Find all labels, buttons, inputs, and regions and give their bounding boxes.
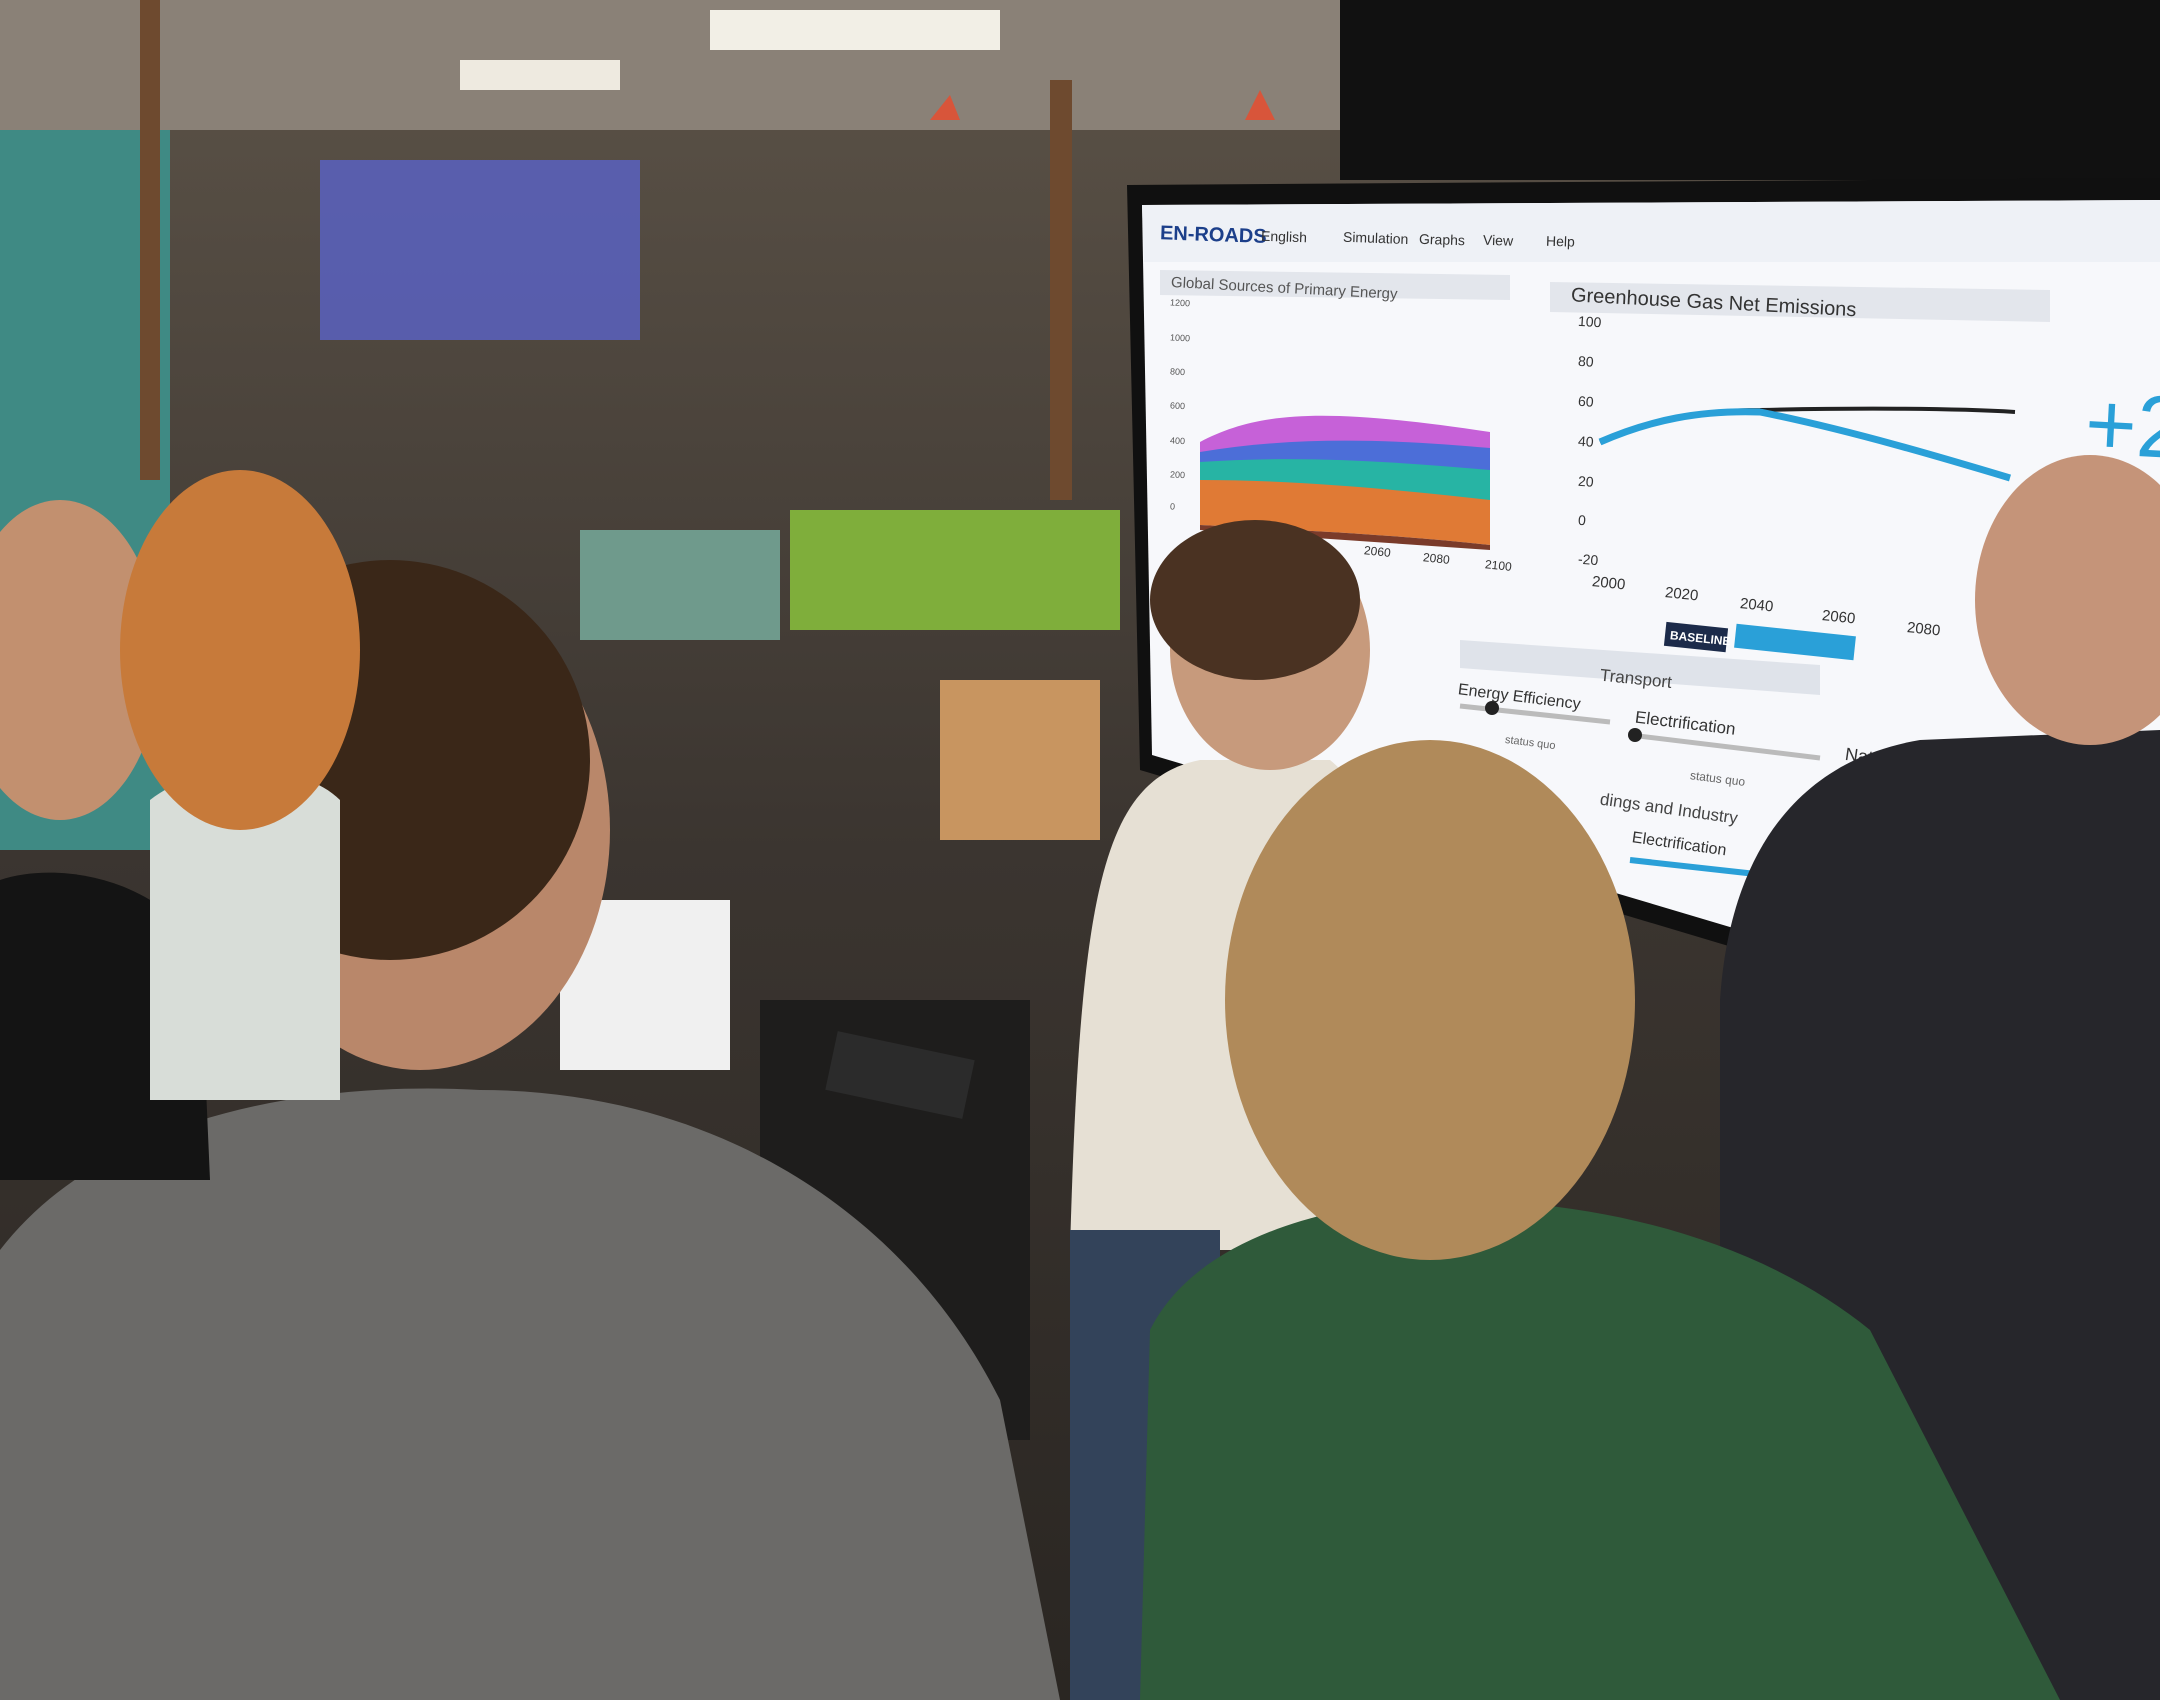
screen-label: -20 xyxy=(1578,551,1600,568)
background-screen xyxy=(320,160,640,340)
person-green-sweater xyxy=(1140,1200,2060,1700)
slider-handle xyxy=(1485,701,1499,715)
screen-label: Graphs xyxy=(1419,231,1465,249)
screen-label: 800 xyxy=(1170,366,1186,377)
dark-wall xyxy=(1340,0,2160,180)
keyboard xyxy=(825,1031,975,1119)
wooden-bench xyxy=(940,680,1100,840)
screen-label: 2040 xyxy=(1739,595,1774,615)
menu-bar xyxy=(1142,200,2160,262)
green-sofa xyxy=(790,510,1120,630)
pillar xyxy=(1050,80,1072,500)
screen-label: 1200 xyxy=(1170,297,1191,308)
legend-swatch xyxy=(1663,621,1729,653)
screen-label: 2060 xyxy=(1821,607,1856,627)
blonde-hair xyxy=(1225,740,1635,1260)
screen-label: 0 xyxy=(1170,501,1176,511)
screen-label: 600 xyxy=(1170,400,1186,411)
screen-label: 60 xyxy=(1578,393,1595,410)
screen-label: 40 xyxy=(1578,433,1595,450)
legend-swatch xyxy=(1734,623,1856,661)
panel-header xyxy=(1550,282,2050,322)
screen-label: 400 xyxy=(1170,435,1186,446)
screen-label: 0 xyxy=(1578,512,1587,529)
screen-label: status quo xyxy=(1689,768,1746,789)
face xyxy=(0,500,160,820)
screen-label: 20 xyxy=(1578,473,1595,490)
screen-label: English xyxy=(1261,228,1307,246)
scenario-line xyxy=(1598,408,2012,482)
pendant-lamp xyxy=(930,95,960,120)
screen-label: 2020 xyxy=(1664,584,1699,604)
chair xyxy=(580,530,780,640)
person-grey-sweater xyxy=(0,1088,1060,1700)
screen-label: 2060 xyxy=(1363,543,1391,560)
pillar xyxy=(140,0,160,480)
screen-label: Simulation xyxy=(1343,229,1409,247)
hair xyxy=(1150,520,1360,680)
ceiling-light xyxy=(460,60,620,90)
bald-head xyxy=(1975,455,2160,745)
screen-label: Help xyxy=(1546,233,1576,250)
slider-track xyxy=(1629,732,1821,761)
slider-track xyxy=(1459,703,1611,725)
screen-label: EN-ROADS xyxy=(1160,222,1267,248)
screen-label: 2100 xyxy=(1484,557,1512,574)
ceiling xyxy=(0,0,1340,130)
screen-label: 200 xyxy=(1170,469,1186,480)
ceiling-light xyxy=(710,10,1000,50)
screen-label: 2000 xyxy=(1591,573,1626,593)
screen-label: 2080 xyxy=(1422,550,1450,567)
screen-label: 2080 xyxy=(1906,619,1941,639)
screen-label: BASELINE xyxy=(1669,628,1731,648)
pendant-lamp xyxy=(1245,90,1275,120)
screen-label: 100 xyxy=(1578,313,1603,331)
screen-label: 1000 xyxy=(1170,332,1191,343)
red-hair xyxy=(120,470,360,830)
panel-header xyxy=(1160,270,1510,300)
people xyxy=(0,455,2160,1700)
screen-label: 80 xyxy=(1578,353,1595,370)
person-light-top xyxy=(150,770,340,1100)
slider-handle xyxy=(1628,728,1642,742)
control-header xyxy=(1460,640,1820,695)
area-band xyxy=(1200,415,1490,452)
screen-label: View xyxy=(1483,232,1515,249)
